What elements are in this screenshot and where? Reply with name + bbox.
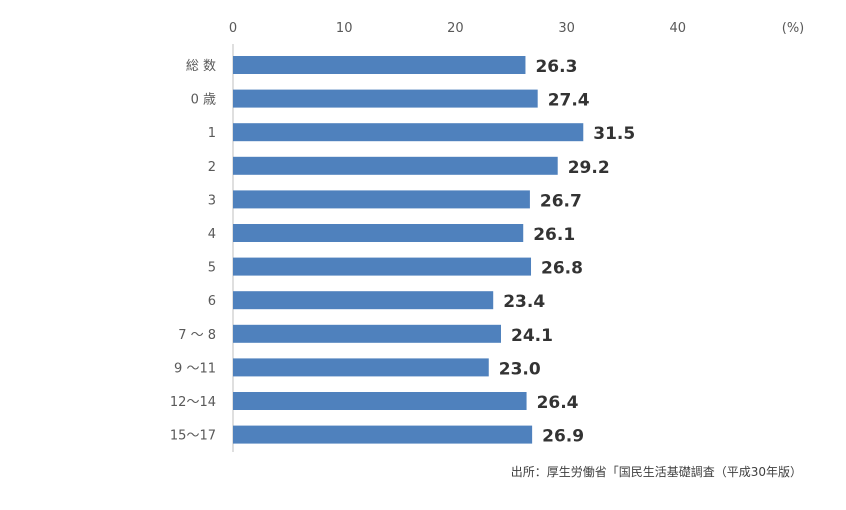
bar <box>233 324 501 343</box>
bar <box>233 291 494 310</box>
category-label: 12～14 <box>170 395 216 410</box>
bar <box>233 257 532 276</box>
source-note: 出所：厚生労働省「国民生活基礎調査（平成30年版） <box>511 465 802 479</box>
category-label: 4 <box>208 227 216 242</box>
category-label: 15～17 <box>170 429 216 444</box>
value-label: 26.9 <box>542 427 584 447</box>
value-label: 27.4 <box>548 91 590 111</box>
value-label: 26.8 <box>541 259 583 279</box>
x-tick-label: 20 <box>447 21 464 36</box>
value-label: 23.0 <box>499 359 541 379</box>
x-tick-label: 10 <box>336 21 353 36</box>
category-label: 0 歳 <box>191 93 216 108</box>
bar <box>233 123 584 142</box>
category-label: 9 ～11 <box>174 361 216 376</box>
x-tick-label: 40 <box>670 21 687 36</box>
value-labels: 26.3 27.431.5 29.2 26.7 26.1 26.8 23.4 24.1 23.0… <box>499 57 635 447</box>
value-label: 26.3 <box>535 57 577 77</box>
bar <box>233 224 524 242</box>
bar <box>233 89 538 108</box>
category-label: 2 <box>208 160 216 175</box>
unit-label: (%) <box>782 21 805 36</box>
category-label: 7 ～ 8 <box>178 328 216 343</box>
category-label: 総 数 <box>186 59 216 74</box>
bar <box>233 56 526 74</box>
bar <box>233 358 489 377</box>
value-label: 26.1 <box>533 225 575 245</box>
bar <box>233 392 527 410</box>
value-label: 31.5 <box>593 124 635 144</box>
bar <box>233 156 558 175</box>
value-label: 26.7 <box>540 191 582 211</box>
x-tick-label: 30 <box>558 21 575 36</box>
x-tick-label: 0 <box>229 21 237 36</box>
category-label: 5 <box>208 261 216 276</box>
category-label: 1 <box>208 126 216 141</box>
value-label: 26.4 <box>537 393 579 413</box>
value-label: 24.1 <box>511 326 553 346</box>
category-labels: 総 数 0 歳 1 2 3 4 5 6 7 ～ 8 9 ～11 12～14 15～17 <box>170 59 216 444</box>
value-label: 23.4 <box>503 292 545 312</box>
bar <box>233 425 533 444</box>
value-label: 29.2 <box>568 158 610 178</box>
category-label: 6 <box>208 294 216 309</box>
category-label: 3 <box>208 193 216 208</box>
x-axis-ticks: 0 10 20 30 40 <box>229 21 686 36</box>
bar <box>233 190 530 209</box>
bars <box>233 56 584 444</box>
